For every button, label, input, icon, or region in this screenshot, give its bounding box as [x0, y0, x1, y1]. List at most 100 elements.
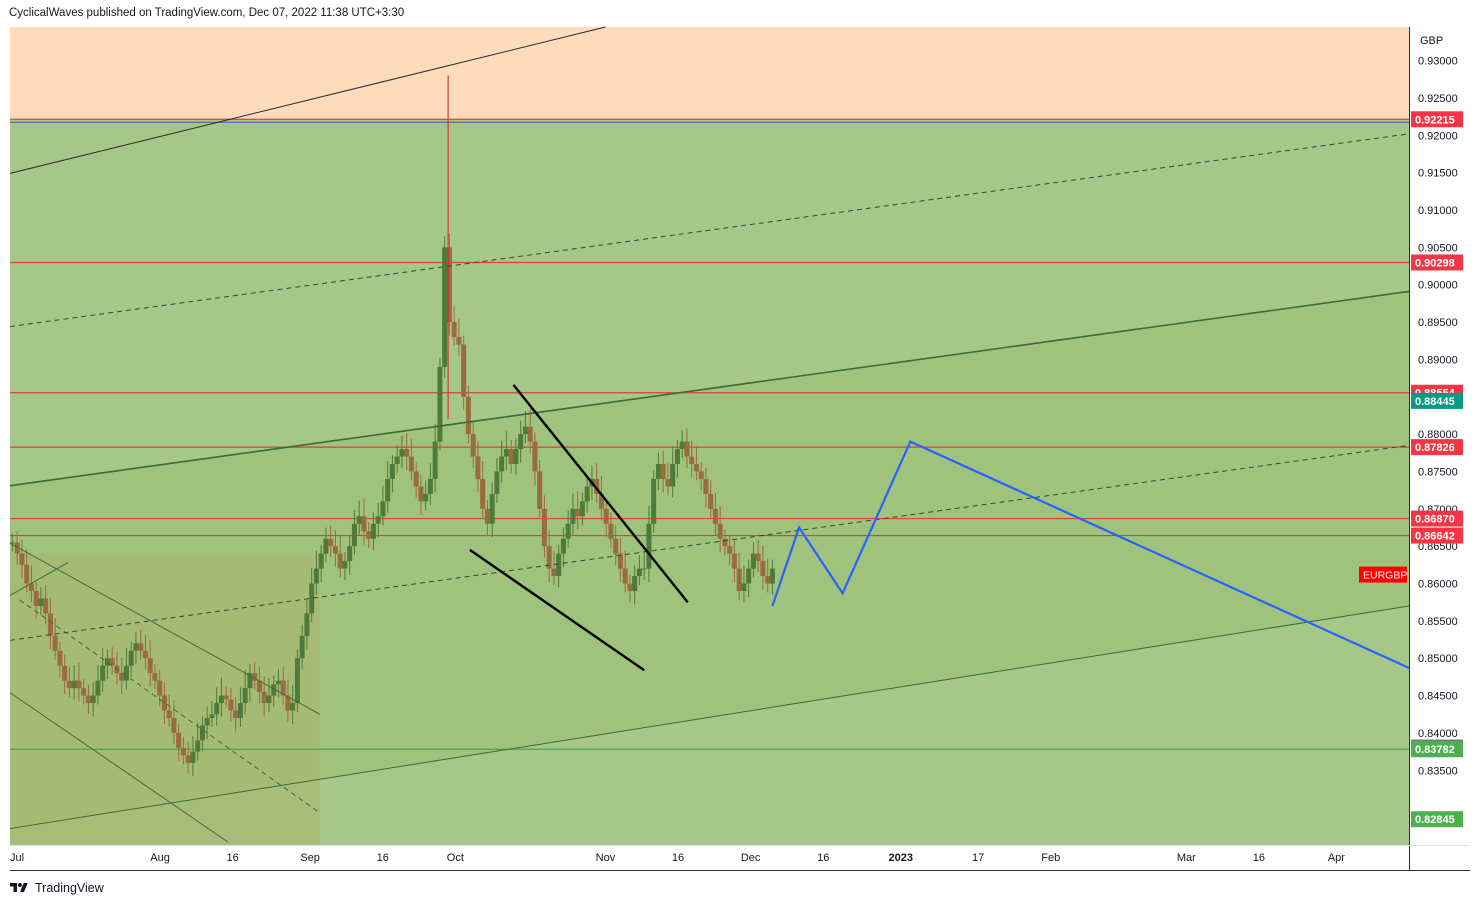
candle-body	[290, 703, 296, 711]
candle-body	[28, 583, 34, 592]
candle-body	[304, 613, 310, 636]
candle-body	[109, 658, 115, 666]
price-tag	[1411, 527, 1463, 544]
trend-channel-line[interactable]	[9, 605, 1410, 830]
candle-body	[342, 561, 348, 569]
candle-body	[727, 546, 733, 554]
candle-body	[513, 449, 519, 465]
candle-body	[52, 635, 58, 651]
candle-body	[404, 449, 410, 457]
time-tick-label: 2023	[888, 852, 912, 864]
candle-body	[636, 568, 642, 577]
left-channel-line[interactable]	[9, 542, 321, 715]
time-tick-label: Apr	[1328, 852, 1345, 864]
price-tick-label: 0.91000	[1418, 205, 1458, 217]
time-tick-label: Oct	[447, 852, 464, 864]
candle-body	[166, 710, 172, 719]
candle-body	[527, 426, 533, 442]
left-channel-line[interactable]	[9, 692, 229, 843]
time-tick-label: Sep	[300, 852, 320, 864]
candle-body	[456, 337, 462, 345]
candle-body	[323, 538, 329, 554]
chart-background-zones	[10, 27, 1409, 846]
trend-channel-line[interactable]	[9, 444, 1410, 641]
candle-body	[470, 434, 476, 457]
candle-body	[38, 598, 44, 606]
price-tick-label: 0.92500	[1418, 93, 1458, 105]
candle-body	[765, 576, 771, 584]
candle-body	[418, 486, 424, 502]
time-tick-label: 16	[672, 852, 684, 864]
candle-body	[622, 568, 628, 584]
candle-body	[123, 665, 129, 681]
candle-body	[356, 516, 362, 524]
candle-body	[741, 583, 747, 592]
candle-body	[294, 658, 300, 704]
candle-body	[603, 508, 609, 524]
candle-body	[209, 714, 215, 719]
candle-body	[347, 546, 353, 562]
candle-body	[717, 523, 723, 539]
projection-path[interactable]	[771, 440, 1410, 669]
candle-body	[632, 576, 638, 592]
wedge-trendline[interactable]	[469, 548, 645, 672]
trend-channel-line[interactable]	[9, 133, 1410, 328]
price-tick-label: 0.89500	[1418, 317, 1458, 329]
candle-body	[480, 478, 486, 509]
price-tag	[1411, 111, 1463, 128]
candle-body	[556, 553, 562, 577]
price-tick-label: 0.88000	[1418, 429, 1458, 441]
candle-body	[47, 613, 53, 636]
price-tag	[1411, 510, 1463, 527]
chart-guides	[10, 118, 1409, 750]
time-tick-label: Mar	[1177, 852, 1196, 864]
candle-body	[218, 695, 224, 704]
candle-body	[670, 464, 676, 487]
candle-body	[598, 493, 604, 509]
candle-body	[608, 523, 614, 539]
drawing-tools[interactable]	[9, 26, 1410, 843]
candle-body	[309, 583, 315, 614]
candle-body	[285, 695, 291, 711]
candle-body	[361, 516, 367, 532]
price-tick-label: 0.93000	[1418, 56, 1458, 68]
candle-body	[228, 699, 234, 711]
left-channel-line[interactable]	[9, 562, 69, 596]
candle-body	[646, 523, 652, 569]
candle-body	[328, 538, 334, 547]
trend-channel-line[interactable]	[9, 290, 1410, 487]
candle-body	[518, 434, 524, 450]
trend-channel-line[interactable]	[9, 26, 606, 174]
price-tag	[1411, 254, 1463, 271]
price-tick-label: 0.92000	[1418, 130, 1458, 142]
candle-body	[161, 695, 167, 711]
candle-body	[641, 568, 647, 570]
wedge-trendline[interactable]	[512, 384, 689, 603]
candle-body	[237, 703, 243, 719]
candle-body	[337, 553, 343, 569]
candle-body	[617, 553, 623, 569]
candle-body	[537, 471, 543, 509]
candle-body	[546, 546, 552, 569]
candle-body	[532, 441, 538, 472]
candle-body	[584, 486, 590, 502]
candle-body	[442, 247, 448, 367]
candle-body	[508, 449, 514, 465]
channel-band	[10, 291, 1409, 829]
candle-body	[689, 456, 695, 465]
time-tick-label: 16	[227, 852, 239, 864]
candle-body	[674, 449, 680, 465]
candle-body	[746, 568, 752, 584]
left-channel-line[interactable]	[19, 599, 321, 814]
candle-body	[147, 658, 153, 674]
candle-body	[152, 673, 158, 681]
footer-brand[interactable]: TradingView	[9, 881, 104, 895]
price-tick-label: 0.86000	[1418, 579, 1458, 591]
candle-body	[565, 523, 571, 539]
candle-body	[351, 523, 357, 547]
candle-body	[233, 710, 239, 719]
candle-body	[266, 695, 272, 704]
candle-body	[541, 508, 547, 547]
candlestick-series	[9, 75, 775, 777]
